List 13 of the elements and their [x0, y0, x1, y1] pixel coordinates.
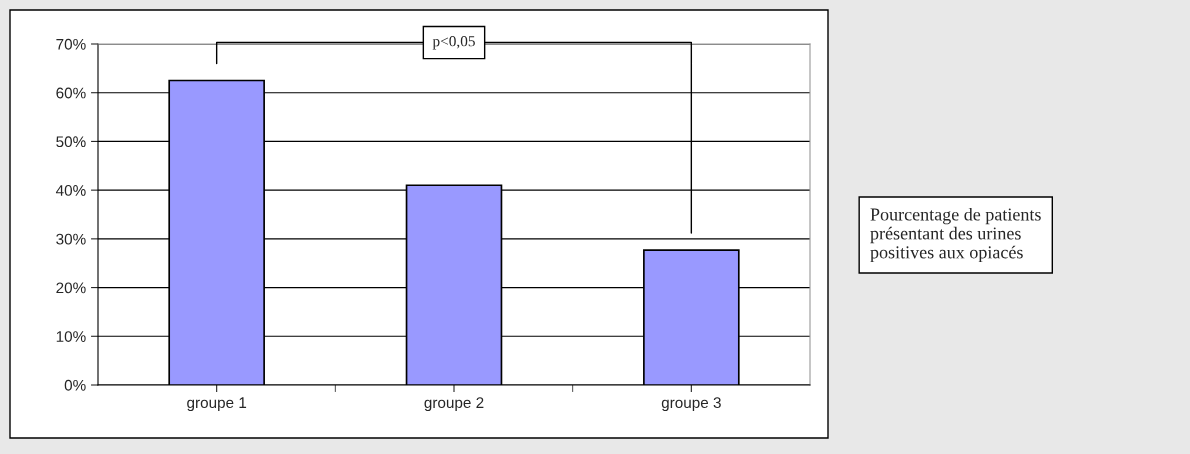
y-tick-label: 0% — [64, 379, 86, 391]
y-tick-label: 10% — [56, 331, 86, 342]
y-tick-label: 60% — [56, 87, 86, 99]
y-tick-label: 70% — [56, 38, 86, 50]
y-tick-label: 50% — [56, 136, 86, 148]
x-tick-label: groupe 2 — [424, 397, 484, 412]
y-tick-label: 30% — [56, 233, 86, 245]
text: Pourcentage de patients présentant des urines positives aux opiacés — [870, 207, 1041, 263]
y-tick-label: 20% — [56, 282, 86, 294]
annotation: p<0,05 — [432, 36, 475, 50]
y-tick-label: 40% — [55, 185, 86, 196]
x-tick-label: groupe 1 — [187, 397, 247, 412]
x-tick-label: groupe 3 — [661, 397, 721, 412]
